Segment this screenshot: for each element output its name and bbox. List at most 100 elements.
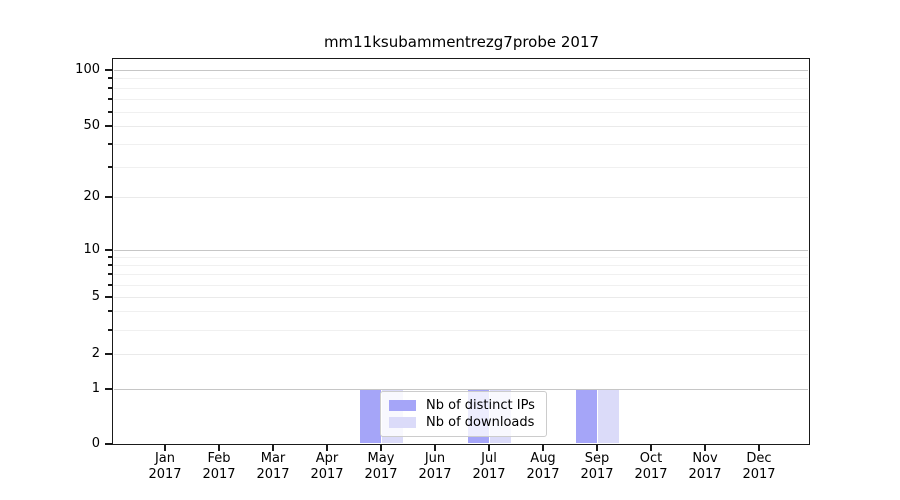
x-axis-tick-label: Oct 2017 xyxy=(619,451,683,482)
x-tick-mark xyxy=(272,444,274,451)
x-axis-tick-label: Apr 2017 xyxy=(295,451,359,482)
y-axis-tick-label: 20 xyxy=(83,189,100,204)
x-axis-tick-label: Aug 2017 xyxy=(511,451,575,482)
x-tick-mark xyxy=(704,444,706,451)
gridline-y-70 xyxy=(114,99,808,100)
gridline-y-10 xyxy=(114,250,808,251)
x-tick-year: 2017 xyxy=(634,466,668,482)
x-tick-mark xyxy=(326,444,328,451)
chart-title: mm11ksubammentrezg7probe 2017 xyxy=(323,33,600,51)
x-axis-tick-label: Dec 2017 xyxy=(727,451,791,482)
x-axis-tick-label: Jul 2017 xyxy=(457,451,521,482)
gridline-y-8 xyxy=(114,265,808,266)
x-tick-month: May xyxy=(367,451,395,466)
y-tick-mark xyxy=(105,125,112,127)
gridline-y-100 xyxy=(114,70,808,71)
gridline-y-20 xyxy=(114,197,808,198)
gridline-y-40 xyxy=(114,144,808,145)
x-axis-tick-label: Jan 2017 xyxy=(133,451,197,482)
x-tick-year: 2017 xyxy=(472,466,506,482)
x-tick-month: Feb xyxy=(207,451,231,466)
y-tick-mark xyxy=(105,196,112,198)
x-tick-month: Jul xyxy=(481,451,497,466)
gridline-y-7 xyxy=(114,274,808,275)
x-tick-year: 2017 xyxy=(688,466,722,482)
plot-area-border xyxy=(112,58,810,445)
x-tick-mark xyxy=(596,444,598,451)
y-axis-tick-label: 50 xyxy=(83,118,100,133)
legend-label: Nb of downloads xyxy=(426,415,535,430)
gridline-y-30 xyxy=(114,167,808,168)
x-tick-month: Mar xyxy=(260,451,286,466)
x-tick-year: 2017 xyxy=(418,466,452,482)
x-tick-mark xyxy=(380,444,382,451)
x-tick-mark xyxy=(434,444,436,451)
x-axis-tick-label: Mar 2017 xyxy=(241,451,305,482)
y-axis-tick-label: 5 xyxy=(91,289,100,304)
x-tick-month: Aug xyxy=(530,451,556,466)
x-tick-mark xyxy=(542,444,544,451)
bar-distinct-ips-sep xyxy=(575,389,597,443)
x-tick-year: 2017 xyxy=(364,466,398,482)
legend-item-downloads: Nb of downloads xyxy=(389,415,538,430)
gridline-y-6 xyxy=(114,285,808,286)
x-axis-tick-label: Jun 2017 xyxy=(403,451,467,482)
y-minor-tick-mark xyxy=(108,166,112,168)
x-tick-mark xyxy=(488,444,490,451)
y-minor-tick-mark xyxy=(108,111,112,113)
y-minor-tick-mark xyxy=(108,256,112,258)
y-tick-mark xyxy=(105,353,112,355)
x-tick-month: Jan xyxy=(154,451,176,466)
legend-swatch-downloads xyxy=(389,417,416,428)
x-tick-year: 2017 xyxy=(580,466,614,482)
gridline-y-9 xyxy=(114,257,808,258)
y-minor-tick-mark xyxy=(108,284,112,286)
x-tick-month: Jun xyxy=(424,451,446,466)
x-tick-year: 2017 xyxy=(310,466,344,482)
y-minor-tick-mark xyxy=(108,273,112,275)
legend-item-distinct-ips: Nb of distinct IPs xyxy=(389,398,538,413)
gridline-y-90 xyxy=(114,78,808,79)
legend-swatch-distinct-ips xyxy=(389,400,416,411)
legend: Nb of distinct IPs Nb of downloads xyxy=(380,391,547,437)
y-axis-tick-label: 0 xyxy=(91,436,100,451)
x-axis-tick-label: Feb 2017 xyxy=(187,451,251,482)
y-minor-tick-mark xyxy=(108,329,112,331)
x-tick-month: Apr xyxy=(315,451,339,466)
x-axis-tick-label: May 2017 xyxy=(349,451,413,482)
x-tick-year: 2017 xyxy=(148,466,182,482)
x-tick-mark xyxy=(164,444,166,451)
y-minor-tick-mark xyxy=(108,87,112,89)
gridline-y-60 xyxy=(114,112,808,113)
x-tick-month: Sep xyxy=(584,451,610,466)
y-minor-tick-mark xyxy=(108,264,112,266)
y-minor-tick-mark xyxy=(108,98,112,100)
x-tick-month: Nov xyxy=(692,451,718,466)
gridline-y-1 xyxy=(114,389,808,390)
x-tick-mark xyxy=(650,444,652,451)
gridline-y-80 xyxy=(114,88,808,89)
bar-downloads-sep xyxy=(597,389,619,443)
y-axis-tick-label: 100 xyxy=(75,62,100,77)
y-tick-mark xyxy=(105,388,112,390)
x-tick-month: Dec xyxy=(746,451,772,466)
gridline-y-3 xyxy=(114,330,808,331)
x-tick-year: 2017 xyxy=(526,466,560,482)
y-tick-mark xyxy=(105,69,112,71)
gridline-y-50 xyxy=(114,126,808,127)
y-axis-tick-label: 1 xyxy=(91,381,100,396)
x-axis-tick-label: Sep 2017 xyxy=(565,451,629,482)
x-tick-mark xyxy=(758,444,760,451)
gridline-y-5 xyxy=(114,297,808,298)
x-axis-tick-label: Nov 2017 xyxy=(673,451,737,482)
y-minor-tick-mark xyxy=(108,77,112,79)
x-tick-year: 2017 xyxy=(256,466,290,482)
y-axis-tick-label: 2 xyxy=(91,346,100,361)
y-axis-tick-label: 10 xyxy=(83,242,100,257)
y-tick-mark xyxy=(105,296,112,298)
y-tick-mark xyxy=(105,443,112,445)
y-minor-tick-mark xyxy=(108,310,112,312)
y-tick-mark xyxy=(105,249,112,251)
x-tick-month: Oct xyxy=(639,451,663,466)
